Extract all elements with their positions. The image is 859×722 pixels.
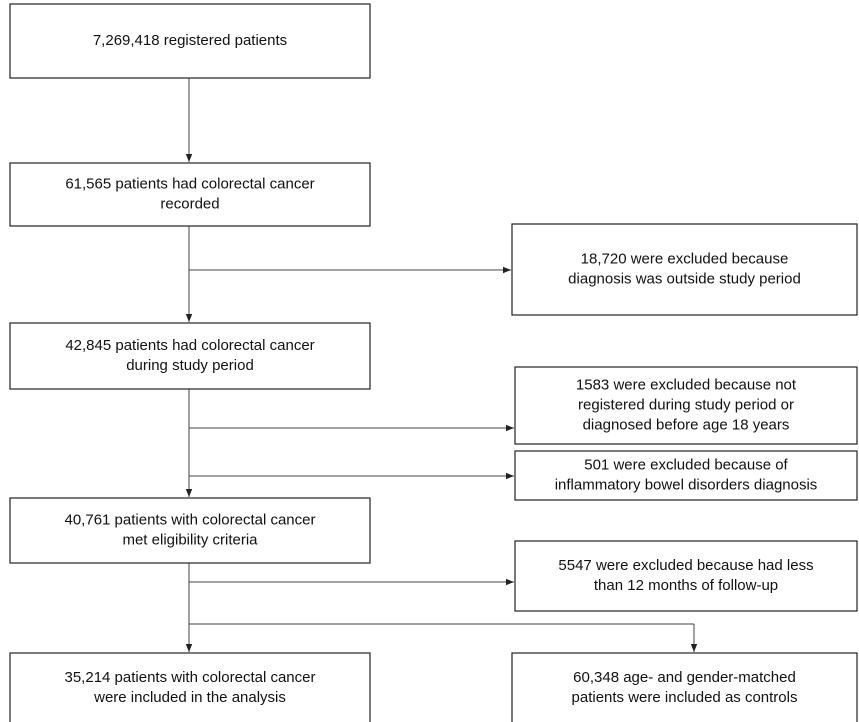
boxes: 7,269,418 registered patients 61,565 pati… xyxy=(9,3,858,722)
node-label: 18,720 were excluded because xyxy=(581,250,789,267)
node-box xyxy=(9,652,371,722)
node: 7,269,418 registered patients xyxy=(9,3,371,79)
node-box xyxy=(9,497,371,564)
node-label: 60,348 age- and gender-matched xyxy=(573,669,796,686)
node-label: 42,845 patients had colorectal cancer xyxy=(65,337,314,354)
node: 18,720 were excluded because diagnosis wa… xyxy=(511,223,858,316)
node-label: diagnosis was outside study period xyxy=(568,270,801,287)
node-box xyxy=(514,450,858,501)
node-label: patients were included as controls xyxy=(572,689,798,706)
node: 35,214 patients with colorectal cancer we… xyxy=(9,652,371,722)
node-label: than 12 months of follow-up xyxy=(594,577,778,594)
node: 40,761 patients with colorectal cancer me… xyxy=(9,497,371,564)
node-box xyxy=(9,3,371,79)
node-box xyxy=(511,223,858,316)
node: 60,348 age- and gender-matched patients w… xyxy=(511,652,858,722)
node: 42,845 patients had colorectal cancer dur… xyxy=(9,322,371,390)
node-label: during study period xyxy=(126,357,254,374)
node-label: diagnosed before age 18 years xyxy=(583,416,790,433)
node: 5547 were excluded because had less than … xyxy=(514,540,858,612)
node-label: 5547 were excluded because had less xyxy=(558,557,813,574)
node-label: 1583 were excluded because not xyxy=(576,376,797,393)
node-label: 35,214 patients with colorectal cancer xyxy=(65,669,316,686)
node-box xyxy=(9,162,371,227)
node-label: were included in the analysis xyxy=(93,689,286,706)
connectors xyxy=(185,78,698,652)
node: 1583 were excluded because not registered… xyxy=(514,366,858,445)
node: 61,565 patients had colorectal cancer rec… xyxy=(9,162,371,227)
node-label: registered during study period or xyxy=(578,396,794,413)
node-label: met eligibility criteria xyxy=(122,531,258,548)
node-label: 40,761 patients with colorectal cancer xyxy=(65,511,316,528)
node-box xyxy=(514,366,858,445)
node: 501 were excluded because of inflammatory… xyxy=(514,450,858,501)
node-label: 501 were excluded because of xyxy=(584,456,788,473)
node-box xyxy=(9,322,371,390)
node-label: 61,565 patients had colorectal cancer xyxy=(65,175,314,192)
node-label: inflammatory bowel disorders diagnosis xyxy=(555,476,818,493)
node-box xyxy=(514,540,858,612)
node-label: recorded xyxy=(160,195,219,212)
node-label: 7,269,418 registered patients xyxy=(93,32,287,49)
node-box xyxy=(511,652,858,722)
